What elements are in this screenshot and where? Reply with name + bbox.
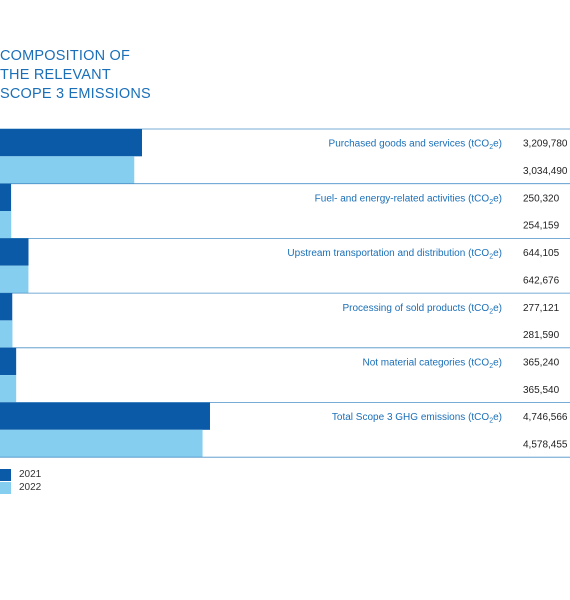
value-label-2022: 4,578,455 xyxy=(523,439,568,450)
value-label-2021: 365,240 xyxy=(523,357,560,368)
value-label-2021: 644,105 xyxy=(523,248,560,259)
category-label: Upstream transportation and distribution… xyxy=(287,248,502,261)
bar-2022 xyxy=(0,320,13,348)
legend-swatch-2021 xyxy=(0,468,11,481)
category-label: Fuel- and energy-related activities (tCO… xyxy=(315,193,502,206)
legend-label-2021: 2021 xyxy=(19,469,42,480)
title-line-3: SCOPE 3 EMISSIONS xyxy=(0,86,151,102)
legend-item-2022: 2022 xyxy=(0,481,41,494)
bar-2022 xyxy=(0,156,135,184)
legend-item-2021: 2021 xyxy=(0,468,41,481)
bar-2021 xyxy=(0,238,29,266)
category-label: Not material categories (tCO2e) xyxy=(362,357,502,370)
value-label-2022: 3,034,490 xyxy=(523,166,568,177)
value-label-2022: 254,159 xyxy=(523,221,560,232)
bar-2022 xyxy=(0,265,29,293)
category-label: Total Scope 3 GHG emissions (tCO2e) xyxy=(332,412,502,425)
bar-2021 xyxy=(0,129,142,157)
category-label: Processing of sold products (tCO2e) xyxy=(342,303,502,316)
legend-label-2022: 2022 xyxy=(19,482,42,493)
value-label-2022: 365,540 xyxy=(523,385,560,396)
bar-2021 xyxy=(0,183,12,211)
bar-2022 xyxy=(0,375,17,403)
chart-title: COMPOSITION OF THE RELEVANT SCOPE 3 EMIS… xyxy=(0,47,151,104)
value-label-2021: 250,320 xyxy=(523,193,560,204)
bar-2021 xyxy=(0,347,17,376)
value-label-2021: 277,121 xyxy=(523,303,560,314)
value-label-2021: 4,746,566 xyxy=(523,412,568,423)
bar-2021 xyxy=(0,402,210,430)
legend: 2021 2022 xyxy=(0,468,41,494)
bar-2021 xyxy=(0,293,13,321)
title-line-1: COMPOSITION OF xyxy=(0,48,131,64)
bar-2022 xyxy=(0,429,203,458)
title-line-2: THE RELEVANT xyxy=(0,67,111,83)
value-label-2021: 3,209,780 xyxy=(523,139,568,150)
value-label-2022: 642,676 xyxy=(523,275,560,286)
legend-swatch-2022 xyxy=(0,481,11,494)
value-label-2022: 281,590 xyxy=(523,330,560,341)
category-label: Purchased goods and services (tCO2e) xyxy=(329,139,502,152)
bar-2022 xyxy=(0,211,12,239)
